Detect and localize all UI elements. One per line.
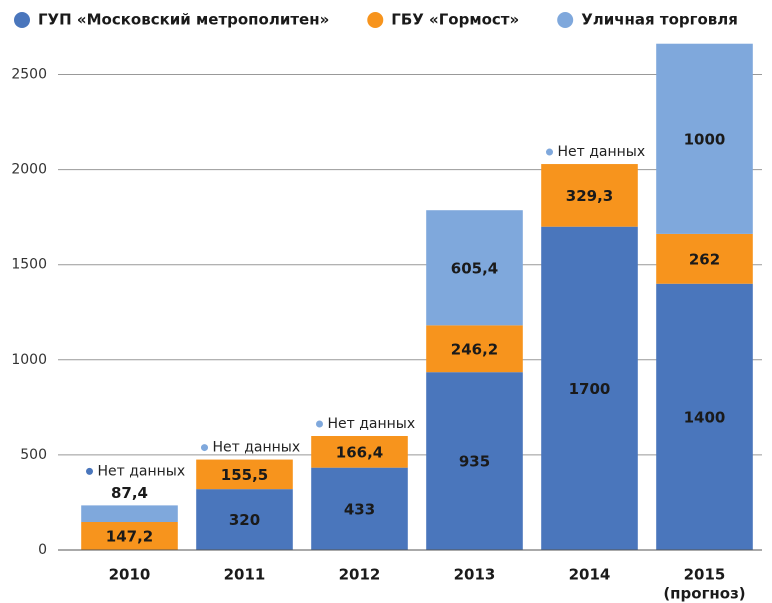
legend-marker bbox=[557, 12, 574, 28]
y-tick-label: 2000 bbox=[11, 162, 47, 178]
bar-segment bbox=[426, 325, 523, 373]
value-label: 1000 bbox=[684, 130, 726, 148]
no-data-label: Нет данных bbox=[98, 463, 186, 479]
value-label: 246,2 bbox=[451, 340, 498, 358]
y-tick-label: 500 bbox=[20, 447, 47, 463]
value-label: 166,4 bbox=[336, 443, 383, 461]
value-label: 87,4 bbox=[111, 484, 148, 502]
bar-segment bbox=[311, 436, 408, 468]
x-tick-label: 2015 bbox=[684, 566, 726, 584]
x-tick-label: 2010 bbox=[109, 566, 151, 584]
bar-segment bbox=[541, 226, 638, 550]
bar-segment bbox=[196, 459, 293, 490]
x-tick-label: 2012 bbox=[339, 566, 381, 584]
y-tick-label: 1500 bbox=[11, 257, 47, 273]
legend-marker bbox=[14, 12, 30, 28]
x-tick-label: 2014 bbox=[569, 566, 611, 584]
bar-segment bbox=[196, 489, 293, 550]
x-tick-label: 2011 bbox=[224, 566, 266, 584]
bar-segment bbox=[81, 505, 178, 523]
value-label: 935 bbox=[459, 453, 490, 471]
x-tick-sublabel: (прогноз) bbox=[663, 585, 745, 603]
value-label: 433 bbox=[344, 500, 375, 518]
no-data-marker bbox=[86, 467, 93, 475]
y-tick-label: 1000 bbox=[11, 352, 47, 368]
y-tick-label: 2500 bbox=[11, 67, 47, 83]
legend-label: ГБУ «Гормост» bbox=[391, 11, 519, 29]
no-data-marker bbox=[316, 420, 323, 428]
value-label: 262 bbox=[689, 250, 720, 268]
no-data-label: Нет данных bbox=[328, 416, 416, 432]
bar-segment bbox=[656, 283, 753, 550]
legend-marker bbox=[367, 12, 384, 28]
bar-segment bbox=[426, 210, 523, 326]
bar-segment bbox=[656, 43, 753, 234]
bar-segment bbox=[656, 233, 753, 284]
value-label: 1700 bbox=[569, 380, 611, 398]
bar-segment bbox=[311, 467, 408, 550]
bar-segment bbox=[541, 164, 638, 227]
no-data-marker bbox=[201, 444, 208, 452]
y-tick-label: 0 bbox=[38, 542, 47, 558]
legend-label: ГУП «Московский метрополитен» bbox=[38, 11, 329, 29]
legend-label: Уличная торговля bbox=[581, 11, 738, 29]
value-label: 605,4 bbox=[451, 259, 498, 277]
value-label: 155,5 bbox=[221, 466, 268, 484]
x-tick-label: 2013 bbox=[454, 566, 496, 584]
no-data-label: Нет данных bbox=[558, 144, 646, 160]
no-data-marker bbox=[546, 148, 553, 156]
value-label: 147,2 bbox=[106, 528, 153, 546]
value-label: 1400 bbox=[684, 408, 726, 426]
value-label: 320 bbox=[229, 511, 260, 529]
bar-segment bbox=[426, 372, 523, 550]
value-label: 329,3 bbox=[566, 187, 613, 205]
bar-segment bbox=[81, 522, 178, 550]
no-data-label: Нет данных bbox=[213, 440, 301, 456]
